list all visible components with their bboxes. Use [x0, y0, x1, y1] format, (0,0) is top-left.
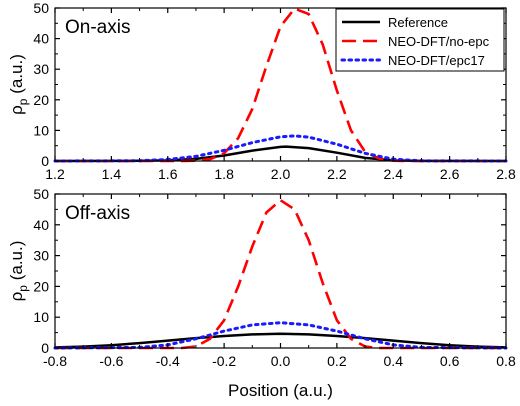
panel-2-y-tick-label: 10: [33, 309, 49, 325]
panel-2-x-tick-label: -0.8: [43, 353, 67, 369]
panel-1-y-tick-label: 50: [33, 0, 49, 16]
panel-1-x-tick-label: 2.4: [384, 166, 404, 182]
panel-1-panel-label: On-axis: [65, 17, 130, 38]
panel-2-x-axis-title: Position (a.u.): [228, 381, 333, 400]
panel-2-x-tick-label: -0.6: [99, 353, 123, 369]
panel-1-y-tick-label: 30: [33, 61, 49, 77]
legend-label-1: Reference: [388, 15, 448, 30]
panel-1-x-tick-label: 1.8: [214, 166, 234, 182]
panel-2-x-tick-label: -0.4: [156, 353, 180, 369]
panel-2-y-tick-label: 30: [33, 248, 49, 264]
panel-1-x-tick-label: 2.8: [496, 166, 516, 182]
panel-1-y-axis-title: ρp (a.u.): [7, 54, 30, 115]
panel-2-series-line-2: [55, 198, 506, 350]
panel-2-panel-label: Off-axis: [65, 203, 130, 224]
panel-2-series-line-1: [54, 332, 507, 349]
panel-1-x-tick-label: 2.0: [271, 166, 291, 182]
panel-1-y-tick-label: 0: [41, 153, 49, 169]
panel-1-y-tick-label: 40: [33, 31, 49, 47]
panel-2-x-tick-label: 0.2: [327, 353, 347, 369]
panel-2-x-tick-label: 0.0: [271, 353, 291, 369]
panel-2-y-axis-title: ρp (a.u.): [7, 241, 30, 302]
panel-1-y-tick-label: 20: [33, 92, 49, 108]
panel-1-y-tick-label: 10: [33, 122, 49, 138]
legend-label-3: NEO-DFT/epc17: [388, 53, 485, 68]
panel-1-series-line-3: [53, 134, 508, 163]
panel-2-y-tick-label: 20: [33, 278, 49, 294]
panel-2-y-tick-label: 50: [33, 186, 49, 202]
panel-2-x-tick-label: 0.6: [440, 353, 460, 369]
panel-1-x-tick-label: 1.6: [158, 166, 178, 182]
panel-2-x-tick-label: -0.2: [212, 353, 236, 369]
panel-2-x-tick-label: 0.4: [384, 353, 404, 369]
panel-1-x-tick-label: 1.4: [102, 166, 122, 182]
panel-2-y-tick-label: 40: [33, 217, 49, 233]
legend-label-2: NEO-DFT/no-epc: [388, 34, 490, 49]
panel-1-series-line-2: [55, 7, 506, 163]
panel-2-x-tick-label: 0.8: [496, 353, 516, 369]
panel-1-x-tick-label: 2.6: [440, 166, 460, 182]
panel-2-y-tick-label: 0: [41, 340, 49, 356]
panel-1-x-tick-label: 2.2: [327, 166, 347, 182]
panel-1-x-tick-label: 1.2: [45, 166, 65, 182]
